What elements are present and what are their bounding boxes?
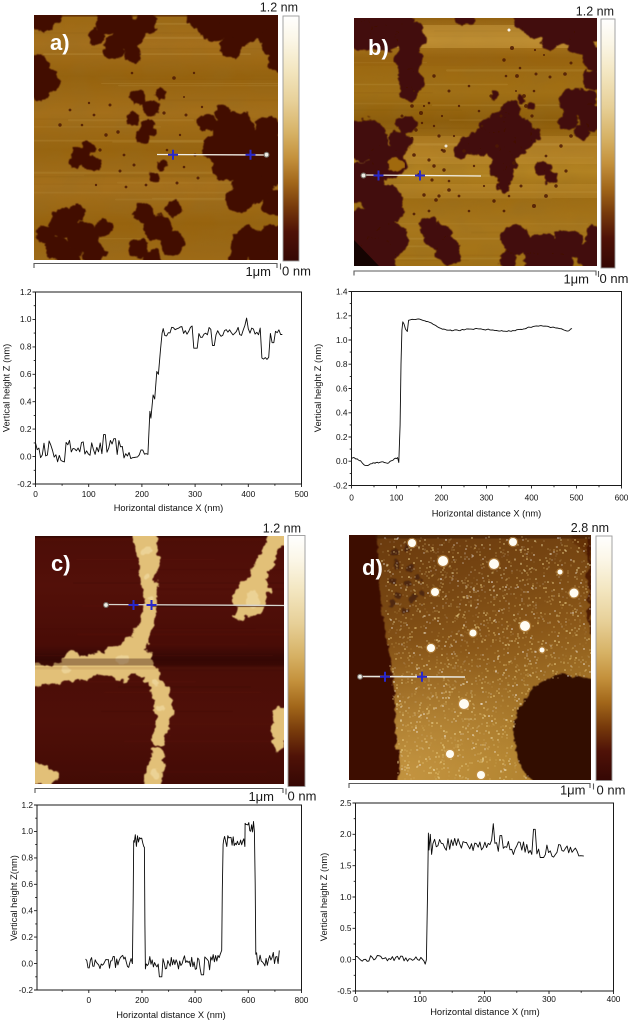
svg-text:0: 0: [86, 995, 91, 1005]
svg-text:1.2: 1.2: [20, 287, 32, 297]
svg-text:500: 500: [295, 489, 309, 499]
svg-text:1.2 nm: 1.2 nm: [260, 1, 298, 15]
svg-text:0.8: 0.8: [336, 359, 348, 369]
svg-text:1μm: 1μm: [245, 264, 271, 279]
svg-text:1.2 nm: 1.2 nm: [263, 522, 301, 536]
svg-text:800: 800: [295, 995, 309, 1005]
svg-text:Vertical height Z (nm): Vertical height Z (nm): [313, 344, 323, 432]
svg-text:0: 0: [353, 994, 358, 1004]
svg-text:Vertical height Z (nm): Vertical height Z (nm): [319, 853, 329, 941]
svg-text:1.5: 1.5: [340, 861, 352, 871]
svg-text:0.4: 0.4: [21, 906, 33, 916]
svg-text:-0.2: -0.2: [333, 480, 348, 490]
svg-text:0.6: 0.6: [20, 369, 32, 379]
svg-text:d): d): [362, 555, 383, 580]
svg-text:0.8: 0.8: [20, 342, 32, 352]
svg-text:0.5: 0.5: [340, 923, 352, 933]
svg-text:1.0: 1.0: [20, 314, 32, 324]
svg-text:1.0: 1.0: [336, 335, 348, 345]
svg-text:0.2: 0.2: [21, 932, 33, 942]
svg-text:0.4: 0.4: [20, 397, 32, 407]
svg-text:1.4: 1.4: [336, 286, 348, 296]
svg-text:200: 200: [435, 493, 449, 503]
svg-text:1.2: 1.2: [336, 311, 348, 321]
svg-text:a): a): [50, 30, 70, 55]
svg-text:1μm: 1μm: [248, 789, 274, 804]
svg-text:0.4: 0.4: [336, 408, 348, 418]
svg-text:2.0: 2.0: [340, 829, 352, 839]
svg-text:500: 500: [570, 493, 584, 503]
svg-text:c): c): [51, 551, 71, 576]
svg-text:0.6: 0.6: [21, 879, 33, 889]
svg-text:400: 400: [188, 995, 202, 1005]
svg-text:0.6: 0.6: [336, 383, 348, 393]
svg-text:100: 100: [82, 489, 96, 499]
svg-text:400: 400: [241, 489, 255, 499]
svg-text:0 nm: 0 nm: [597, 783, 626, 798]
svg-text:2.5: 2.5: [340, 798, 352, 808]
svg-text:400: 400: [607, 994, 621, 1004]
svg-text:0 nm: 0 nm: [288, 789, 317, 804]
svg-text:300: 300: [188, 489, 202, 499]
svg-text:-0.5: -0.5: [337, 986, 352, 996]
svg-text:Horizontal distance X (nm): Horizontal distance X (nm): [116, 1010, 226, 1020]
svg-text:Horizontal distance X (nm): Horizontal distance X (nm): [432, 509, 542, 519]
svg-text:1.0: 1.0: [21, 826, 33, 836]
svg-text:300: 300: [480, 493, 494, 503]
svg-text:600: 600: [241, 995, 255, 1005]
svg-text:100: 100: [390, 493, 404, 503]
svg-text:0.2: 0.2: [20, 424, 32, 434]
svg-text:b): b): [368, 35, 389, 60]
svg-text:0.0: 0.0: [21, 958, 33, 968]
svg-text:1μm: 1μm: [560, 783, 586, 798]
svg-text:200: 200: [478, 994, 492, 1004]
svg-text:-0.2: -0.2: [17, 479, 32, 489]
svg-text:-0.2: -0.2: [19, 985, 34, 995]
svg-text:0 nm: 0 nm: [282, 264, 311, 279]
svg-text:400: 400: [525, 493, 539, 503]
svg-text:Horizontal distance X (nm): Horizontal distance X (nm): [430, 1007, 540, 1017]
svg-text:Vertical height Z (nm): Vertical height Z (nm): [2, 344, 12, 432]
svg-text:2.8 nm: 2.8 nm: [571, 521, 609, 535]
svg-text:100: 100: [413, 994, 427, 1004]
svg-text:600: 600: [615, 493, 629, 503]
svg-text:300: 300: [542, 994, 556, 1004]
svg-text:0.0: 0.0: [20, 451, 32, 461]
svg-text:1.2: 1.2: [21, 800, 33, 810]
svg-text:0.0: 0.0: [336, 456, 348, 466]
svg-text:Vertical height Z(nm): Vertical height Z(nm): [9, 855, 19, 941]
svg-text:1.0: 1.0: [340, 892, 352, 902]
svg-text:0 nm: 0 nm: [600, 271, 629, 286]
svg-text:0: 0: [33, 489, 38, 499]
svg-text:200: 200: [135, 489, 149, 499]
svg-text:0.8: 0.8: [21, 853, 33, 863]
svg-text:0.2: 0.2: [336, 432, 348, 442]
svg-text:200: 200: [135, 995, 149, 1005]
svg-text:0.0: 0.0: [340, 954, 352, 964]
svg-text:1.2 nm: 1.2 nm: [576, 5, 614, 19]
svg-text:1μm: 1μm: [563, 272, 589, 287]
svg-text:0: 0: [349, 493, 354, 503]
svg-text:Horizontal distance X (nm): Horizontal distance X (nm): [114, 503, 224, 513]
